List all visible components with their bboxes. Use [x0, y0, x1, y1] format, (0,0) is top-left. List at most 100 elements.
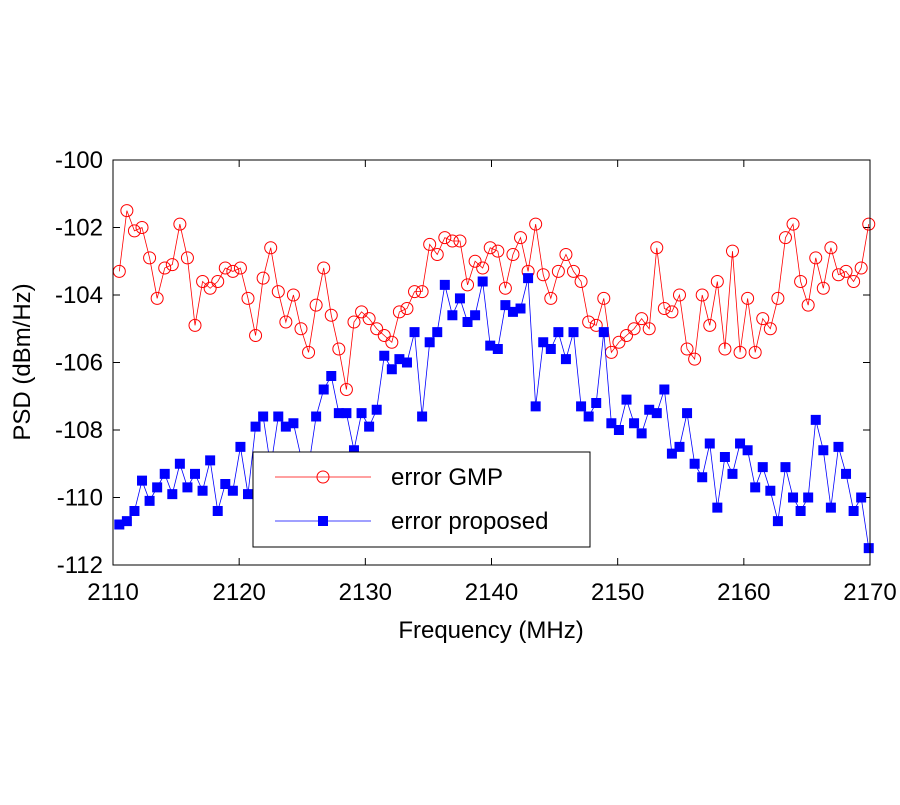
data-point [318, 384, 329, 395]
data-point [409, 327, 420, 338]
data-point [619, 329, 633, 342]
data-point [211, 275, 225, 288]
data-point [341, 408, 352, 419]
legend-marker [316, 470, 330, 484]
data-point [196, 275, 210, 288]
data-point [582, 315, 596, 329]
data-point [347, 315, 361, 329]
data-point [394, 354, 405, 365]
data-point [114, 519, 125, 530]
x-tick-label: 2120 [212, 579, 265, 606]
y-tick-label: -106 [55, 350, 103, 377]
data-point [370, 322, 384, 336]
data-point [227, 485, 238, 496]
data-point [432, 327, 443, 338]
x-axis-label: Frequency (MHz) [398, 617, 583, 644]
data-point [462, 317, 473, 327]
data-point [158, 261, 172, 275]
data-point [121, 516, 132, 527]
data-point [629, 418, 640, 429]
data-point [591, 398, 602, 408]
data-point [657, 302, 671, 315]
data-point [651, 408, 662, 419]
data-point [854, 261, 868, 275]
data-point [377, 329, 391, 342]
data-point [612, 335, 626, 349]
data-point [165, 258, 179, 272]
data-point [294, 322, 308, 336]
data-point [727, 468, 738, 479]
x-tick-label: 2140 [465, 579, 518, 606]
data-point [765, 485, 776, 496]
data-point [786, 217, 800, 231]
y-tick-label: -100 [55, 147, 103, 174]
data-point [348, 445, 359, 456]
data-point [862, 217, 876, 231]
data-point [392, 305, 406, 319]
data-point [400, 302, 414, 315]
data-point [326, 371, 337, 381]
data-point [538, 337, 549, 348]
data-point [324, 308, 338, 322]
data-point [144, 495, 155, 506]
data-point [748, 345, 762, 359]
data-point [250, 421, 261, 432]
data-point [386, 364, 397, 375]
data-point [833, 441, 844, 452]
data-point [515, 303, 526, 314]
legend-label: error GMP [391, 464, 503, 491]
data-point [438, 231, 452, 245]
data-point [627, 322, 641, 336]
data-point [271, 285, 285, 299]
data-point [491, 244, 505, 258]
data-point [544, 291, 558, 305]
data-point [613, 425, 624, 435]
data-point [408, 285, 422, 299]
data-point [120, 204, 134, 218]
data-point [423, 237, 437, 251]
data-point [788, 492, 799, 503]
legend-marker [318, 516, 328, 526]
data-point [333, 408, 344, 419]
data-point [697, 472, 708, 483]
data-point [226, 264, 240, 278]
data-point [258, 411, 269, 422]
data-point [795, 506, 806, 516]
x-tick-label: 2110 [87, 579, 139, 606]
data-point [445, 234, 459, 248]
x-tick-label: 2130 [339, 579, 392, 606]
data-point [507, 306, 518, 317]
data-point [689, 458, 700, 469]
data-point [256, 271, 270, 285]
data-point [241, 291, 255, 305]
data-point [174, 458, 185, 469]
data-point [218, 261, 232, 275]
x-tick-label: 2170 [843, 579, 896, 606]
data-point [841, 468, 852, 479]
data-point [424, 337, 435, 348]
data-point [167, 489, 178, 500]
data-point [485, 340, 496, 351]
data-point [598, 327, 609, 338]
data-point [750, 482, 761, 493]
data-point [778, 231, 792, 245]
data-point [468, 254, 482, 268]
y-tick-label: -104 [55, 282, 103, 309]
data-point [757, 462, 768, 473]
data-point [454, 293, 465, 304]
data-point [682, 408, 693, 419]
data-point [415, 285, 429, 299]
data-point [523, 273, 534, 284]
data-point [568, 327, 579, 338]
data-point [703, 318, 717, 332]
data-point [560, 354, 571, 365]
data-point [772, 516, 783, 527]
data-point [127, 224, 141, 238]
y-tick-label: -110 [57, 485, 103, 512]
data-point [461, 278, 475, 292]
data-point [710, 275, 724, 288]
data-point [173, 217, 187, 231]
data-point [309, 298, 323, 312]
